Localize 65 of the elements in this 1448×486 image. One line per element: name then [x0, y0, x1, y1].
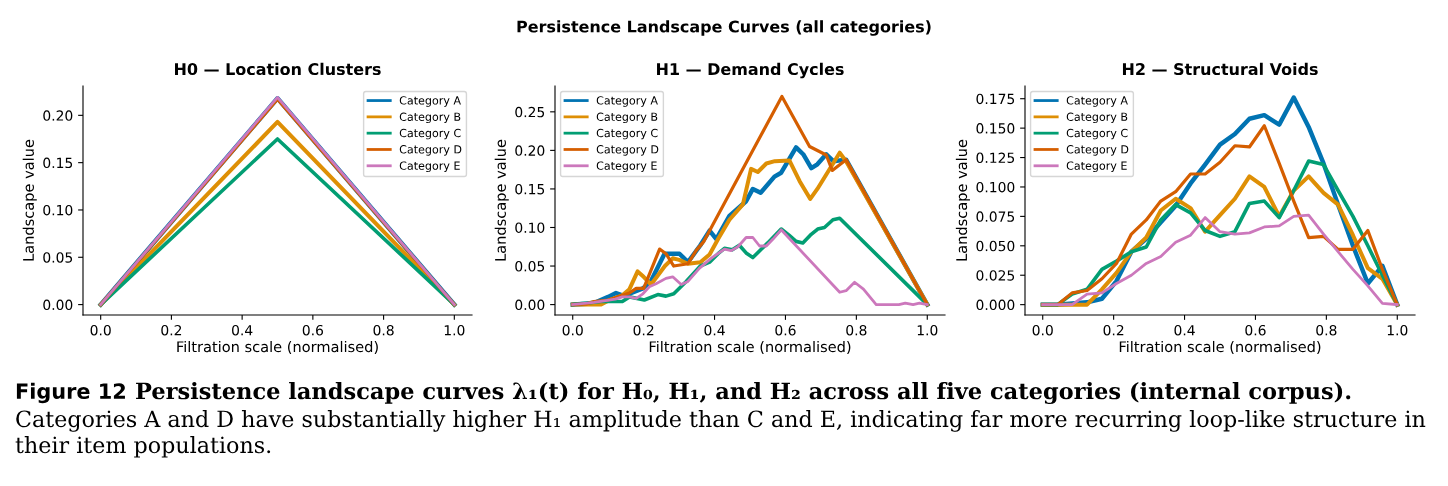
legend-label: Category B: [1066, 112, 1128, 124]
legend-label: Category C: [1066, 128, 1128, 140]
x-tick-label: 0.2: [1103, 324, 1124, 336]
y-tick-label: 0.075: [976, 211, 1015, 222]
legend-label: Category A: [399, 96, 461, 107]
legend-label: Category C: [596, 128, 658, 140]
x-tick-label: 1.0: [444, 324, 465, 336]
x-tick-label: 1.0: [1387, 324, 1408, 336]
legend-label: Category B: [399, 112, 461, 124]
y-tick-label: 0.100: [976, 181, 1015, 193]
y-tick-label: 0.15: [515, 183, 545, 195]
legend-label: Category A: [1066, 96, 1128, 107]
y-tick-label: 0.00: [515, 299, 545, 311]
legend-label: Category E: [1066, 161, 1127, 172]
y-tick-label: 0.15: [43, 157, 73, 169]
legend-label: Category E: [399, 161, 460, 172]
x-tick-label: 0.0: [562, 324, 583, 336]
x-axis-title: Filtration scale (normalised): [649, 340, 851, 354]
x-axis-title: Filtration scale (normalised): [1119, 340, 1321, 354]
y-tick-label: 0.175: [976, 93, 1015, 105]
y-tick-label: 0.125: [976, 152, 1015, 164]
x-tick-label: 0.2: [633, 324, 654, 336]
text: Categories A and D have substantially higher H₁ amplitude than C and E, indicating far more recurring loop-like structure in their item populations.: [15, 410, 1426, 458]
x-tick-label: 0.8: [1316, 324, 1337, 336]
x-tick-label: 0.0: [1032, 324, 1053, 336]
legend-label: Category D: [1066, 145, 1129, 156]
y-tick-label: 0.00: [43, 299, 73, 311]
y-tick-label: 0.05: [515, 261, 545, 272]
x-tick-label: 0.4: [1174, 324, 1195, 336]
x-tick-label: 0.8: [373, 324, 394, 336]
legend-label: Category D: [399, 145, 462, 156]
text: Persistence landscape curves λ₁(t) for H₀, H₁, and H₂ across all five categories (internal corpus).: [136, 381, 1351, 405]
chart-title: H1 — Demand Cycles: [657, 62, 844, 79]
y-tick-label: 0.10: [515, 222, 545, 233]
y-tick-label: 0.000: [976, 299, 1015, 311]
legend-label: Category D: [596, 145, 659, 156]
y-axis-title: Landscape value: [22, 139, 37, 261]
x-tick-label: 0.2: [161, 324, 182, 336]
x-tick-label: 0.4: [232, 324, 253, 336]
x-tick-label: 0.6: [1245, 324, 1266, 336]
x-tick-label: 0.6: [775, 324, 796, 336]
legend-label: Category A: [596, 96, 658, 107]
y-tick-label: 0.050: [976, 240, 1015, 252]
y-tick-label: 0.20: [43, 110, 73, 121]
legend-label: Category C: [399, 128, 461, 140]
legend-label: Category E: [596, 161, 657, 172]
y-tick-label: 0.025: [976, 270, 1015, 281]
y-tick-label: 0.05: [43, 252, 73, 263]
chart-title: H0 — Location Clusters: [175, 62, 381, 76]
x-tick-label: 1.0: [917, 324, 938, 336]
text: Persistence Landscape Curves (all categories): [517, 20, 931, 36]
y-axis-title: Landscape value: [955, 139, 970, 261]
caption: Figure 12: [16, 382, 125, 404]
x-tick-label: 0.4: [704, 324, 725, 336]
x-tick-label: 0.6: [302, 324, 324, 336]
y-tick-label: 0.20: [515, 145, 545, 156]
x-axis-title: Filtration scale (normalised): [177, 340, 378, 354]
chart-title: H2 — Structural Voids: [1122, 62, 1318, 76]
x-tick-label: 0.8: [846, 324, 867, 336]
y-axis-title: Landscape value: [494, 139, 509, 261]
y-tick-label: 0.10: [43, 204, 73, 216]
y-tick-label: 0.25: [515, 106, 545, 118]
x-tick-label: 0.0: [90, 324, 111, 336]
y-tick-label: 0.150: [976, 123, 1015, 134]
legend-label: Category B: [596, 112, 658, 124]
